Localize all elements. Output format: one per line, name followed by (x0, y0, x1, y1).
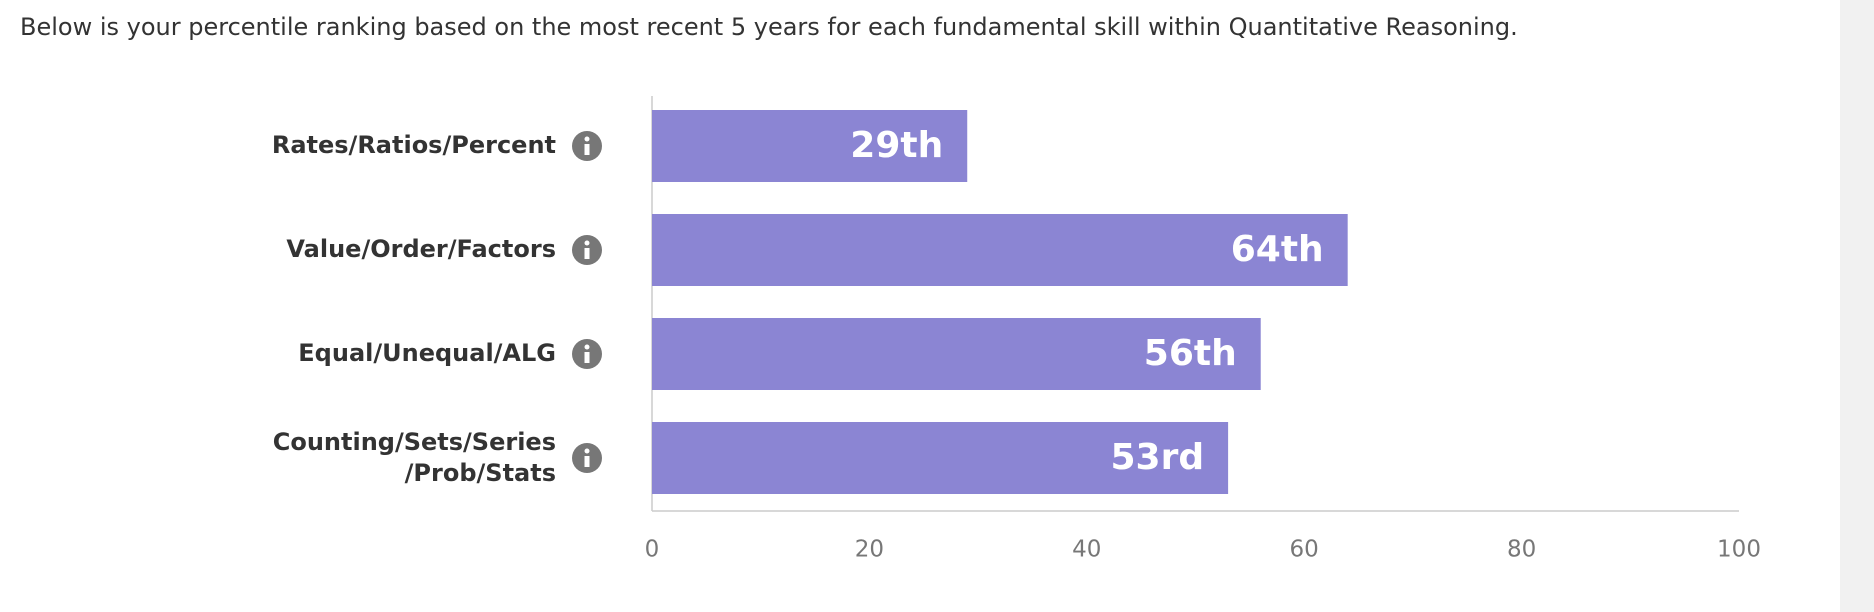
info-dot (584, 240, 590, 246)
x-tick-label: 60 (1290, 537, 1319, 563)
info-stem (584, 248, 590, 259)
info-dot (584, 344, 590, 350)
info-icon[interactable] (572, 235, 602, 265)
bar (652, 422, 1229, 494)
x-tick-label: 100 (1717, 537, 1761, 563)
info-icon[interactable] (572, 339, 602, 369)
category-label: Equal/Unequal/ALG (298, 339, 556, 367)
bar (652, 318, 1261, 390)
side-strip (1840, 0, 1874, 612)
info-icon[interactable] (572, 131, 602, 161)
category-label: Rates/Ratios/Percent (272, 131, 556, 159)
info-stem (584, 352, 590, 363)
value-label: 64th (1231, 229, 1324, 270)
x-tick-label: 40 (1072, 537, 1101, 563)
chart-subtitle: Below is your percentile ranking based o… (20, 13, 1518, 41)
x-tick-label: 0 (645, 537, 660, 563)
x-tick-label: 20 (855, 537, 884, 563)
category-label: Counting/Sets/Series/Prob/Stats (273, 428, 556, 487)
info-icon[interactable] (572, 443, 602, 473)
bar (652, 214, 1348, 286)
info-dot (584, 136, 590, 142)
value-label: 29th (850, 125, 943, 166)
category-label: Value/Order/Factors (286, 235, 556, 263)
info-stem (584, 144, 590, 155)
bar (652, 110, 968, 182)
value-label: 56th (1144, 333, 1237, 374)
value-label: 53rd (1110, 437, 1204, 478)
info-dot (584, 448, 590, 454)
x-tick-label: 80 (1507, 537, 1536, 563)
info-stem (584, 456, 590, 467)
